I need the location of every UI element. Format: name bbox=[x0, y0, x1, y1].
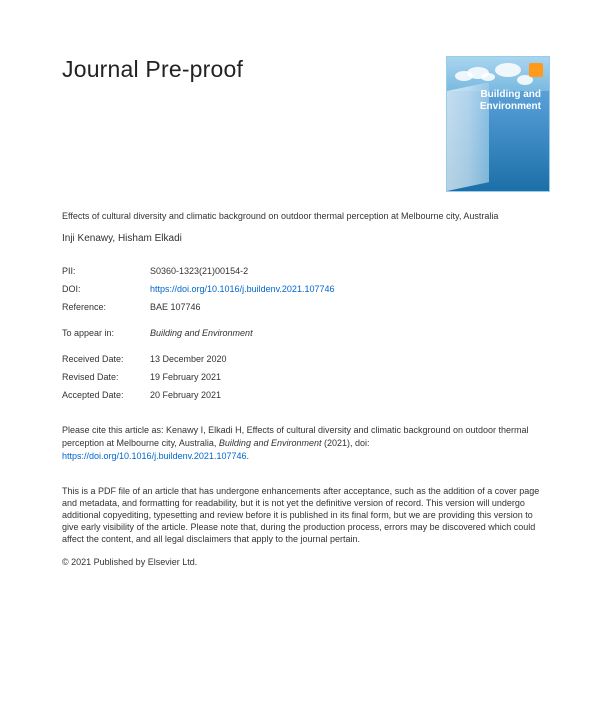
page-root: Journal Pre-proof Building and Environme… bbox=[0, 0, 612, 709]
cite-doi-link[interactable]: https://doi.org/10.1016/j.buildenv.2021.… bbox=[62, 451, 246, 461]
cover-title-line1: Building and bbox=[480, 89, 541, 100]
meta-label-revised: Revised Date: bbox=[62, 372, 150, 382]
meta-label-toappear: To appear in: bbox=[62, 328, 150, 338]
meta-value-toappear: Building and Environment bbox=[150, 328, 253, 338]
meta-label-doi: DOI: bbox=[62, 284, 150, 294]
meta-label-pii: PII: bbox=[62, 266, 150, 276]
cover-cloud bbox=[495, 63, 521, 77]
cover-cloud bbox=[481, 73, 495, 81]
cite-journal: Building and Environment bbox=[219, 438, 322, 448]
meta-label-accepted: Accepted Date: bbox=[62, 390, 150, 400]
meta-gap bbox=[62, 320, 550, 328]
meta-value-pii: S0360-1323(21)00154-2 bbox=[150, 266, 248, 276]
meta-value-revised: 19 February 2021 bbox=[150, 372, 221, 382]
meta-value-received: 13 December 2020 bbox=[150, 354, 227, 364]
cover-publisher-badge bbox=[529, 63, 543, 77]
cite-year: (2021), doi: bbox=[322, 438, 370, 448]
cover-title-line2: Environment bbox=[480, 101, 541, 112]
article-authors: Inji Kenawy, Hisham Elkadi bbox=[62, 233, 550, 244]
meta-row-pii: PII: S0360-1323(21)00154-2 bbox=[62, 266, 550, 276]
metadata-table: PII: S0360-1323(21)00154-2 DOI: https://… bbox=[62, 266, 550, 400]
meta-label-received: Received Date: bbox=[62, 354, 150, 364]
header-row: Journal Pre-proof Building and Environme… bbox=[62, 56, 550, 192]
citation-block: Please cite this article as: Kenawy I, E… bbox=[62, 424, 550, 463]
meta-value-accepted: 20 February 2021 bbox=[150, 390, 221, 400]
copyright-text: © 2021 Published by Elsevier Ltd. bbox=[62, 557, 550, 567]
page-heading: Journal Pre-proof bbox=[62, 56, 243, 83]
meta-value-doi: https://doi.org/10.1016/j.buildenv.2021.… bbox=[150, 284, 334, 294]
journal-cover-thumbnail: Building and Environment bbox=[446, 56, 550, 192]
meta-row-toappear: To appear in: Building and Environment bbox=[62, 328, 550, 338]
cite-suffix: . bbox=[246, 451, 249, 461]
doi-link[interactable]: https://doi.org/10.1016/j.buildenv.2021.… bbox=[150, 284, 334, 294]
meta-gap bbox=[62, 346, 550, 354]
meta-row-reference: Reference: BAE 107746 bbox=[62, 302, 550, 312]
meta-row-doi: DOI: https://doi.org/10.1016/j.buildenv.… bbox=[62, 284, 550, 294]
title-block: Effects of cultural diversity and climat… bbox=[62, 210, 550, 223]
meta-label-reference: Reference: bbox=[62, 302, 150, 312]
meta-value-reference: BAE 107746 bbox=[150, 302, 201, 312]
cover-journal-title: Building and Environment bbox=[480, 89, 541, 113]
meta-row-revised: Revised Date: 19 February 2021 bbox=[62, 372, 550, 382]
meta-row-accepted: Accepted Date: 20 February 2021 bbox=[62, 390, 550, 400]
meta-row-received: Received Date: 13 December 2020 bbox=[62, 354, 550, 364]
disclaimer-text: This is a PDF file of an article that ha… bbox=[62, 485, 550, 545]
article-title: Effects of cultural diversity and climat… bbox=[62, 210, 550, 223]
